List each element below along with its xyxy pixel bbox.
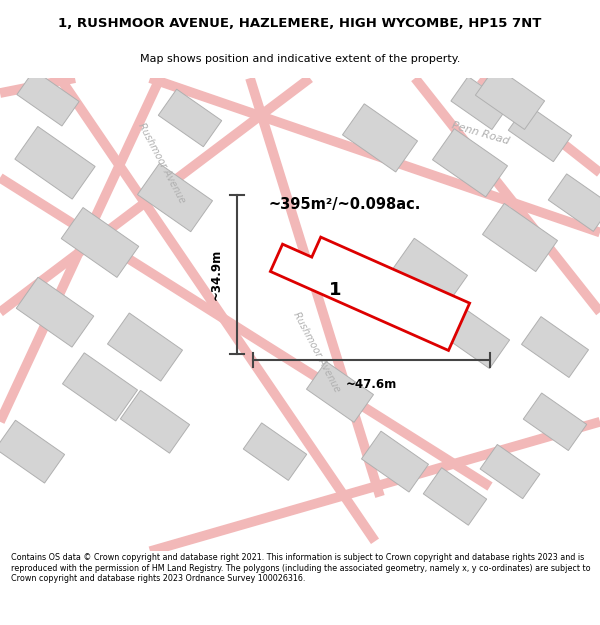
Polygon shape (307, 361, 374, 423)
Polygon shape (17, 70, 79, 126)
Polygon shape (433, 129, 508, 197)
Text: ~47.6m: ~47.6m (346, 378, 397, 391)
Text: ~395m²/~0.098ac.: ~395m²/~0.098ac. (269, 197, 421, 212)
Polygon shape (482, 203, 557, 272)
Polygon shape (62, 353, 137, 421)
Polygon shape (521, 317, 589, 378)
Text: ~34.9m: ~34.9m (210, 249, 223, 300)
Polygon shape (508, 104, 572, 162)
Polygon shape (271, 237, 470, 351)
Text: 1: 1 (329, 281, 341, 299)
Polygon shape (243, 423, 307, 481)
Polygon shape (137, 164, 212, 232)
Text: Penn Road: Penn Road (450, 120, 510, 146)
Polygon shape (440, 306, 509, 369)
Polygon shape (548, 174, 600, 231)
Polygon shape (523, 393, 587, 451)
Polygon shape (392, 238, 467, 306)
Polygon shape (451, 76, 509, 129)
Polygon shape (343, 104, 418, 172)
Polygon shape (361, 431, 428, 492)
Polygon shape (15, 126, 95, 199)
Polygon shape (475, 67, 545, 129)
Polygon shape (61, 208, 139, 278)
Text: Contains OS data © Crown copyright and database right 2021. This information is : Contains OS data © Crown copyright and d… (11, 554, 590, 583)
Polygon shape (423, 468, 487, 525)
Polygon shape (16, 278, 94, 347)
Polygon shape (158, 89, 222, 147)
Text: Rushmoor Avenue: Rushmoor Avenue (292, 310, 343, 394)
Text: 1, RUSHMOOR AVENUE, HAZLEMERE, HIGH WYCOMBE, HP15 7NT: 1, RUSHMOOR AVENUE, HAZLEMERE, HIGH WYCO… (58, 17, 542, 30)
Polygon shape (121, 391, 190, 453)
Polygon shape (0, 420, 65, 483)
Polygon shape (107, 313, 182, 381)
Text: Rushmoor Avenue: Rushmoor Avenue (137, 121, 187, 204)
Polygon shape (480, 444, 540, 499)
Text: Map shows position and indicative extent of the property.: Map shows position and indicative extent… (140, 54, 460, 64)
